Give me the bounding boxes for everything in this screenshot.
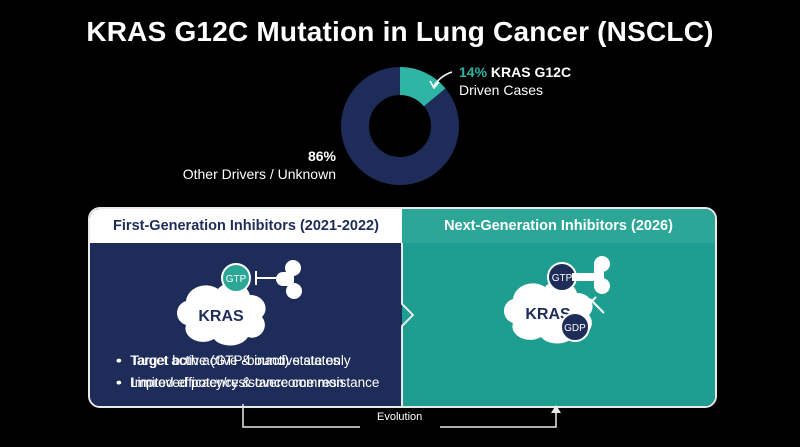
other-share-label: 86% Other Drivers / Unknown [150,147,336,183]
gtp-bubble [221,263,251,293]
inhibit-bar-icon-right [581,296,597,312]
donut-segment-kras [400,67,446,107]
kras-share-percent: 14% [459,64,488,80]
kras-share-caption: Driven Cases [459,82,544,98]
kras-protein-icon [177,282,266,346]
gtp-label: GTP [226,274,247,285]
kras-share-label: 14% KRAS G12C Driven Cases [459,63,571,99]
gdp-bubble [560,312,590,342]
other-share-percent: 86% [307,148,336,164]
comparison-panel: First-Generation Inhibitors (2021-2022) … [88,207,717,408]
panel-divider-chevron [401,243,415,406]
gdp-label: GDP [564,323,586,334]
first-gen-title: First-Generation Inhibitors (2021-2022) [113,218,379,234]
other-share-caption: Other Drivers / Unknown [182,166,336,182]
next-gen-bullets: Target both active & inactive states Imp… [117,350,379,394]
inhibitor-molecule-icon [276,260,302,299]
donut-chart [341,67,459,185]
next-gen-header: Next-Generation Inhibitors (2026) [402,209,715,243]
gtp-label-right: GTP [552,273,573,284]
kras-share-name: KRAS G12C [490,64,572,80]
callout-arrow-icon [433,71,453,87]
list-item: Improved potency & overcome resistance [117,372,379,394]
evolution-label: Evolution [377,411,423,423]
first-gen-header: First-Generation Inhibitors (2021-2022) [90,209,402,243]
arrowhead-icon [429,80,440,90]
list-item: Target both active & inactive states [117,350,379,372]
inhibitor-molecule-icon-right [572,256,610,294]
kras-label-right: KRAS [525,306,571,323]
mechanism-diagrams: KRAS GTP KRAS GTP GDP [177,243,610,406]
kras-label: KRAS [198,308,244,325]
next-gen-title: Next-Generation Inhibitors (2026) [444,218,673,234]
page-title: KRAS G12C Mutation in Lung Cancer (NSCLC… [86,16,714,47]
